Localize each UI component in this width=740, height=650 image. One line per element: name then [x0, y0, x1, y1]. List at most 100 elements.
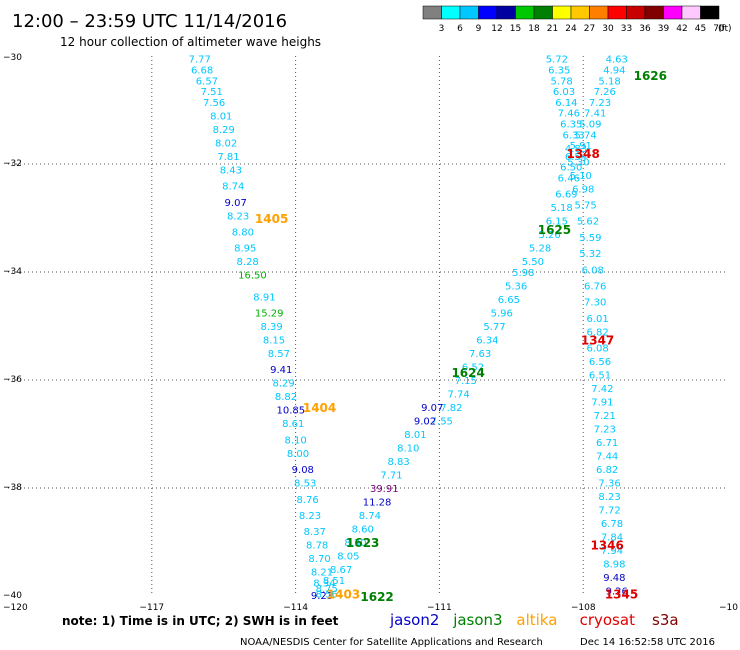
data-point-label: 7.56 — [203, 98, 225, 109]
x-tick-label: −10 — [719, 603, 738, 613]
data-point-label: 8.34 — [313, 579, 335, 590]
data-point-label: 6.76 — [584, 282, 606, 293]
data-point-label: 5.78 — [550, 76, 572, 87]
scale-swatch — [459, 5, 479, 20]
data-point-label: 6.08 — [582, 265, 604, 276]
data-point-label: 8.95 — [234, 244, 256, 255]
data-point-label: 9.26 — [606, 587, 628, 598]
legend-jason3: jason3 — [452, 611, 502, 629]
data-point-label: 7.41 — [584, 109, 606, 120]
data-point-label: 5.09 — [579, 120, 601, 131]
data-point-label: 8.75 — [316, 584, 338, 595]
y-tick-label: −38 — [3, 483, 22, 493]
scale-label: 27 — [584, 24, 595, 34]
time-label: 1348 — [566, 147, 599, 161]
time-label: 1626 — [634, 69, 667, 83]
data-point-label: 9.08 — [292, 465, 314, 476]
data-point-label: 9.07 — [421, 403, 443, 414]
scale-label: 6 — [457, 24, 463, 34]
scale-label: 9 — [476, 24, 482, 34]
data-point-label: 6.15 — [546, 217, 568, 228]
data-point-label: 6.34 — [476, 336, 498, 347]
data-point-label: 7.44 — [596, 452, 618, 463]
data-point-label: 8.21 — [311, 568, 333, 579]
time-label: 1403 — [327, 587, 360, 601]
data-point-label: 8.01 — [404, 430, 426, 441]
chart-title: 12:00 – 23:59 UTC 11/14/2016 — [12, 11, 287, 32]
y-tick-label: −32 — [3, 159, 22, 169]
data-point-label: 8.83 — [388, 457, 410, 468]
scale-swatch — [570, 5, 590, 20]
data-point-label: 8.74 — [222, 182, 244, 193]
data-point-label: 8.30 — [344, 538, 366, 549]
data-point-label: 8.29 — [272, 379, 294, 390]
data-point-label: 9.07 — [225, 198, 247, 209]
time-label: 1404 — [303, 401, 336, 415]
data-point-label: 7.21 — [594, 411, 616, 422]
data-point-label: 8.98 — [603, 560, 625, 571]
data-point-label: 6.68 — [191, 66, 213, 77]
data-point-label: 8.76 — [296, 495, 318, 506]
scale-label: 21 — [547, 24, 558, 34]
scale-swatch — [496, 5, 516, 20]
data-point-label: 7.26 — [594, 87, 616, 98]
data-point-label: 6.03 — [553, 87, 575, 98]
x-tick-label: −117 — [139, 603, 164, 613]
data-point-label: 16.50 — [238, 271, 267, 282]
data-point-label: 8.39 — [261, 322, 283, 333]
scale-label: 42 — [676, 24, 687, 34]
x-tick-label: −111 — [427, 603, 452, 613]
data-point-label: 8.15 — [263, 336, 285, 347]
scale-label: 30 — [602, 24, 614, 34]
data-point-label: 7.72 — [598, 506, 620, 517]
time-label: 1625 — [538, 223, 571, 237]
data-point-label: 7.63 — [469, 349, 491, 360]
data-point-label: 5.91 — [570, 141, 592, 152]
data-point-label: 6.50 — [560, 163, 582, 174]
data-point-label: 7.77 — [189, 55, 211, 66]
data-point-label: 6.54 — [565, 152, 587, 163]
data-point-label: 5.59 — [579, 233, 601, 244]
data-point-label: 5.50 — [522, 257, 544, 268]
x-tick-label: −120 — [3, 603, 28, 613]
data-point-label: 7.84 — [601, 533, 623, 544]
data-point-label: 5.36 — [505, 282, 527, 293]
data-point-label: 7.46 — [558, 109, 580, 120]
data-point-label: 6.65 — [498, 295, 520, 306]
scale-label: 45 — [695, 24, 706, 34]
data-point-label: 6.98 — [572, 184, 594, 195]
time-label: 1347 — [581, 334, 614, 348]
data-point-label: 7.36 — [598, 479, 620, 490]
scale-label: 3 — [439, 24, 445, 34]
data-point-label: 5.32 — [579, 249, 601, 260]
data-point-label: 8.10 — [397, 444, 419, 455]
data-point-label: 4.83 — [565, 144, 587, 155]
scale-swatch — [441, 5, 461, 20]
time-label: 1622 — [360, 590, 393, 604]
data-point-label: 6.56 — [589, 357, 611, 368]
y-tick-label: −30 — [3, 53, 22, 63]
data-point-label: 4.63 — [606, 55, 628, 66]
data-point-label: 8.82 — [275, 392, 297, 403]
data-point-label: 8.78 — [306, 541, 328, 552]
data-point-label: 8.10 — [284, 435, 306, 446]
data-point-label: 6.71 — [596, 438, 618, 449]
data-point-label: 8.74 — [359, 511, 381, 522]
data-point-label: 7.23 — [594, 425, 616, 436]
data-point-label: 5.18 — [598, 76, 620, 87]
data-point-label: 8.43 — [220, 165, 242, 176]
data-point-label: 8.61 — [282, 419, 304, 430]
data-point-label: 8.23 — [227, 211, 249, 222]
y-tick-label: −40 — [3, 591, 22, 601]
data-point-label: 7.55 — [431, 417, 453, 428]
legend-jason2: jason2 — [389, 611, 439, 629]
data-point-label: 8.02 — [215, 138, 237, 149]
footer-credit: NOAA/NESDIS Center for Satellite Applica… — [240, 637, 543, 648]
scale-swatch — [515, 5, 535, 20]
time-label: 1624 — [451, 366, 484, 380]
scale-label: 18 — [528, 24, 540, 34]
data-point-label: 7.42 — [591, 384, 613, 395]
data-point-label: 8.28 — [237, 257, 259, 268]
scale-swatch — [552, 5, 572, 20]
